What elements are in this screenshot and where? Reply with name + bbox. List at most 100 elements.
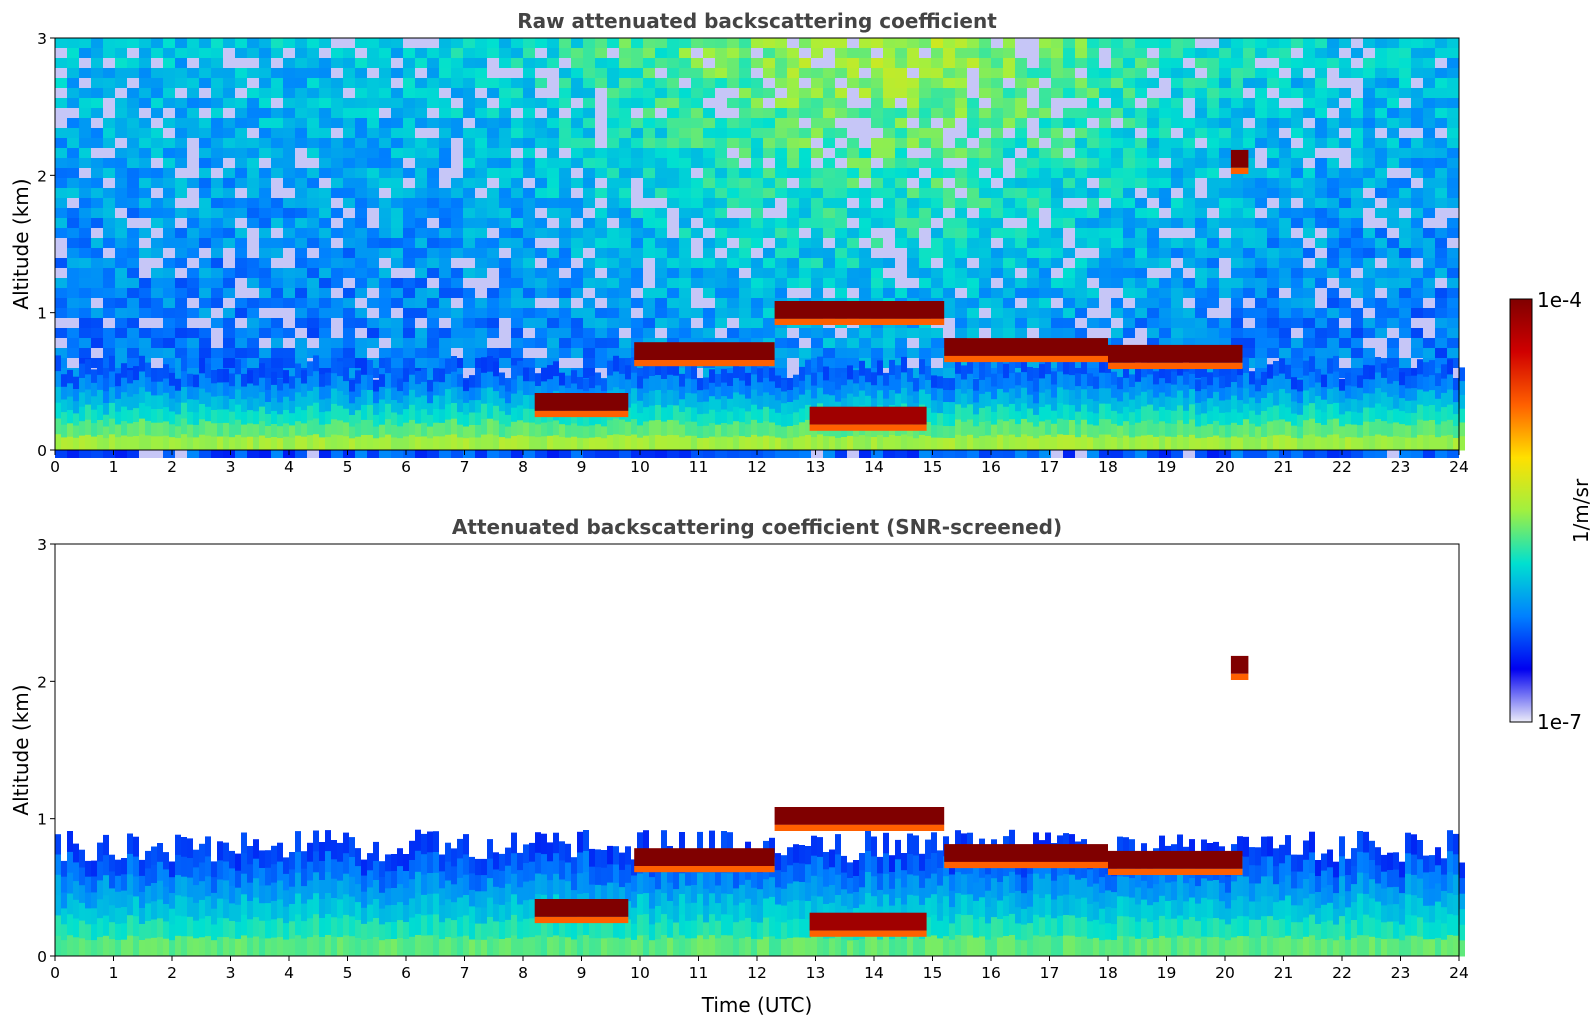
noise-cell	[571, 38, 583, 48]
noise-cell	[271, 348, 283, 358]
noise-cell	[1111, 268, 1123, 278]
noise-cell	[1183, 448, 1195, 458]
noise-cell	[1051, 78, 1063, 88]
noise-cell	[319, 248, 331, 258]
noise-cell	[1279, 38, 1291, 48]
noise-cell	[391, 108, 403, 118]
noise-cell	[175, 188, 187, 198]
noise-cell	[1111, 188, 1123, 198]
noise-cell	[1135, 198, 1147, 208]
noise-cell	[55, 158, 67, 168]
noise-cell	[559, 448, 571, 458]
noise-cell	[775, 258, 787, 268]
noise-cell	[727, 178, 739, 188]
noise-cell	[1099, 328, 1111, 338]
noise-cell	[619, 68, 631, 78]
noise-cell	[751, 268, 763, 278]
noise-cell	[1099, 448, 1111, 458]
noise-cell	[379, 68, 391, 78]
noise-cell	[319, 138, 331, 148]
noise-cell	[283, 128, 295, 138]
noise-cell	[499, 58, 511, 68]
noise-cell	[319, 48, 331, 58]
noise-cell	[787, 58, 799, 68]
noise-cell	[607, 148, 619, 158]
noise-cell	[931, 238, 943, 248]
noise-cell	[211, 38, 223, 48]
noise-cell	[307, 308, 319, 318]
noise-cell	[703, 48, 715, 58]
noise-cell	[487, 128, 499, 138]
noise-cell	[439, 158, 451, 168]
noise-cell	[1027, 68, 1039, 78]
noise-cell	[79, 208, 91, 218]
noise-cell	[1243, 208, 1255, 218]
noise-cell	[655, 228, 667, 238]
noise-cell	[79, 178, 91, 188]
noise-cell	[739, 208, 751, 218]
noise-cell	[139, 58, 151, 68]
noise-cell	[871, 328, 883, 338]
noise-cell	[343, 158, 355, 168]
noise-cell	[1243, 238, 1255, 248]
noise-cell	[559, 288, 571, 298]
aerosol-cell	[115, 424, 121, 438]
noise-cell	[403, 128, 415, 138]
noise-cell	[1423, 88, 1435, 98]
noise-cell	[715, 58, 727, 68]
noise-cell	[163, 178, 175, 188]
noise-cell	[427, 358, 439, 368]
noise-cell	[1279, 88, 1291, 98]
noise-cell	[187, 288, 199, 298]
noise-cell	[571, 98, 583, 108]
noise-cell	[259, 308, 271, 318]
noise-cell	[583, 48, 595, 58]
noise-cell	[607, 278, 619, 288]
noise-cell	[367, 198, 379, 208]
noise-cell	[1183, 328, 1195, 338]
noise-cell	[1207, 118, 1219, 128]
noise-cell	[1099, 218, 1111, 228]
noise-cell	[667, 138, 679, 148]
noise-cell	[535, 448, 547, 458]
noise-cell	[1387, 168, 1399, 178]
noise-cell	[655, 278, 667, 288]
noise-cell	[535, 318, 547, 328]
noise-cell	[307, 58, 319, 68]
noise-cell	[571, 448, 583, 458]
noise-cell	[1375, 448, 1387, 458]
noise-cell	[595, 168, 607, 178]
noise-cell	[727, 48, 739, 58]
noise-cell	[475, 158, 487, 168]
noise-cell	[1447, 448, 1459, 458]
noise-cell	[1363, 178, 1375, 188]
noise-cell	[1447, 328, 1459, 338]
noise-cell	[331, 288, 343, 298]
noise-cell	[1195, 368, 1207, 378]
noise-cell	[1423, 58, 1435, 68]
noise-cell	[1123, 308, 1135, 318]
noise-cell	[511, 38, 523, 48]
noise-cell	[631, 98, 643, 108]
noise-cell	[499, 88, 511, 98]
noise-cell	[811, 218, 823, 228]
noise-cell	[175, 318, 187, 328]
noise-cell	[1159, 208, 1171, 218]
noise-cell	[511, 268, 523, 278]
noise-cell	[235, 58, 247, 68]
noise-cell	[727, 218, 739, 228]
noise-cell	[703, 78, 715, 88]
noise-cell	[1015, 328, 1027, 338]
noise-cell	[403, 198, 415, 208]
noise-cell	[247, 168, 259, 178]
noise-cell	[295, 218, 307, 228]
noise-cell	[823, 168, 835, 178]
noise-cell	[535, 138, 547, 148]
noise-cell	[1075, 148, 1087, 158]
noise-cell	[991, 138, 1003, 148]
noise-cell	[355, 238, 367, 248]
noise-cell	[307, 318, 319, 328]
noise-cell	[331, 128, 343, 138]
noise-cell	[1051, 88, 1063, 98]
noise-cell	[451, 238, 463, 248]
